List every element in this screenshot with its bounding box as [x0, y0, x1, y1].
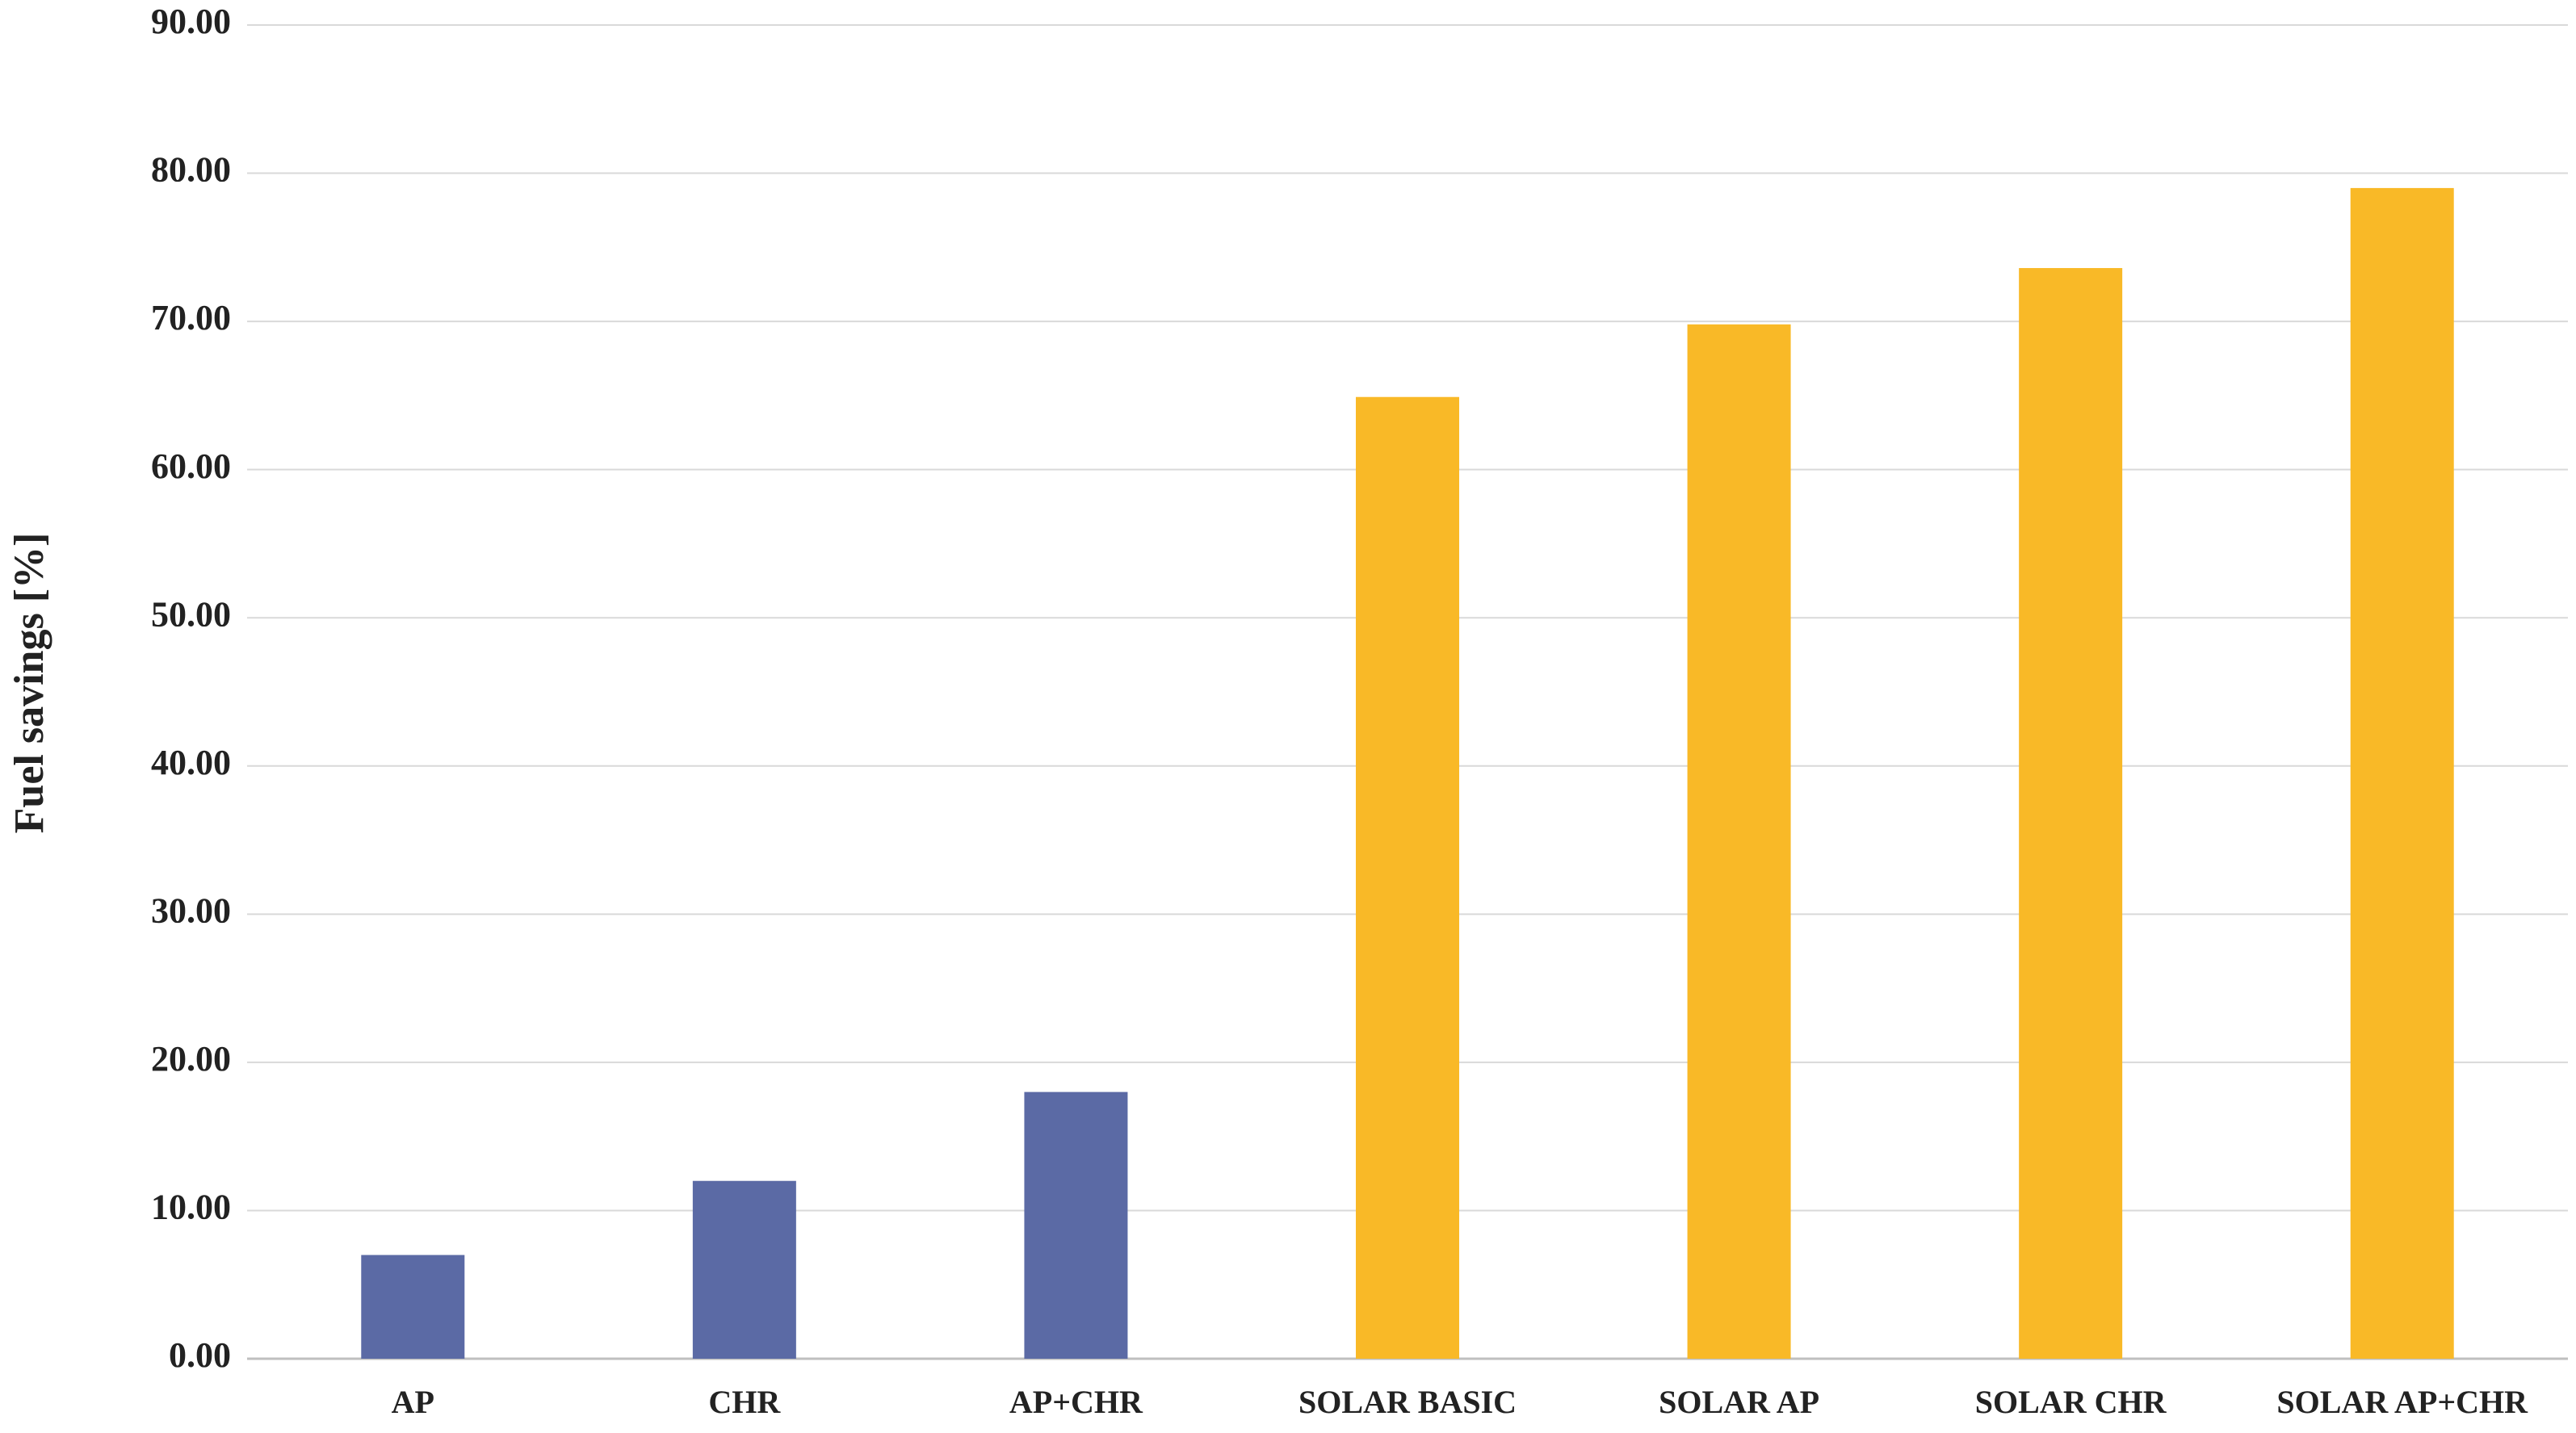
y-tick-label: 70.00 [151, 298, 231, 337]
x-tick-label: SOLAR AP+CHR [2276, 1384, 2528, 1420]
x-tick-label: CHR [708, 1384, 781, 1420]
y-tick-label: 90.00 [151, 2, 231, 41]
y-tick-label: 50.00 [151, 594, 231, 634]
bar [692, 1180, 796, 1359]
bar [1356, 396, 1459, 1359]
bar [361, 1255, 465, 1359]
y-tick-label: 80.00 [151, 150, 231, 190]
x-tick-label: AP+CHR [1009, 1384, 1143, 1420]
x-tick-label: SOLAR BASIC [1298, 1384, 1517, 1420]
bar [2350, 187, 2454, 1359]
x-tick-label: SOLAR CHR [1975, 1384, 2167, 1420]
y-tick-label: 0.00 [169, 1335, 231, 1375]
y-tick-label: 20.00 [151, 1039, 231, 1079]
y-tick-label: 40.00 [151, 743, 231, 782]
y-axis-label: Fuel savings [%] [6, 533, 52, 834]
x-tick-label: SOLAR AP [1659, 1384, 1819, 1420]
bar [2019, 268, 2123, 1359]
y-tick-label: 60.00 [151, 446, 231, 486]
bar [1024, 1092, 1128, 1359]
y-tick-label: 10.00 [151, 1188, 231, 1227]
x-tick-label: AP [392, 1384, 434, 1420]
y-tick-label: 30.00 [151, 890, 231, 930]
bar [1687, 324, 1791, 1359]
